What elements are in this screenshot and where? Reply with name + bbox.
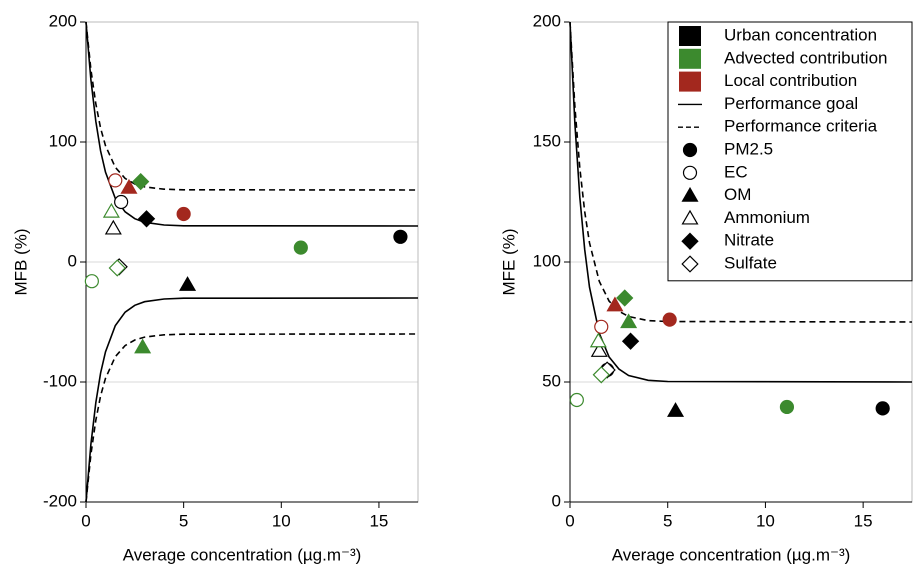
curve (569, 21, 913, 323)
legend-box (667, 21, 913, 282)
point (589, 332, 607, 348)
point (132, 172, 150, 191)
point (393, 229, 408, 244)
point (620, 313, 638, 329)
legend-label: Urban concentration (724, 25, 877, 44)
x-tick-label: 15 (854, 511, 873, 530)
point (108, 259, 126, 277)
point (104, 219, 122, 235)
point (120, 178, 138, 194)
y-tick-label: 50 (542, 371, 561, 390)
x-tick-label: 0 (565, 511, 574, 530)
y-tick-label: 150 (533, 131, 561, 150)
point (108, 173, 123, 188)
point (621, 332, 640, 350)
y-tick-label: -200 (43, 491, 77, 510)
legend-label: Local contribution (724, 71, 857, 90)
point (137, 210, 156, 228)
legend-swatch (679, 48, 701, 69)
curve (85, 21, 419, 227)
point (293, 240, 308, 255)
y-axis-label: MFE (%) (499, 228, 518, 295)
point (569, 392, 584, 408)
x-tick-label: 0 (81, 511, 90, 530)
point (592, 366, 610, 384)
point (179, 276, 197, 291)
y-tick-label: -100 (43, 371, 77, 390)
point (176, 206, 191, 222)
legend-label: Performance criteria (724, 117, 878, 136)
y-tick-label: 200 (533, 11, 561, 30)
legend-label: OM (724, 185, 751, 204)
point (616, 289, 634, 307)
x-axis-label: Average concentration (µg.m⁻³) (612, 545, 851, 564)
x-axis-label: Average concentration (µg.m⁻³) (123, 545, 362, 564)
x-tick-label: 5 (663, 511, 672, 530)
point (875, 401, 890, 416)
x-tick-label: 10 (756, 511, 775, 530)
legend-marker (681, 255, 699, 273)
x-tick-label: 10 (272, 511, 291, 530)
y-tick-label: 0 (68, 251, 77, 270)
point (114, 194, 129, 210)
point (134, 338, 152, 354)
point (662, 312, 677, 327)
point (779, 399, 795, 415)
legend-swatch (679, 71, 701, 92)
y-tick-label: 200 (49, 11, 77, 30)
legend-marker (681, 209, 699, 225)
point (590, 342, 608, 357)
y-tick-label: 100 (533, 251, 561, 270)
legend-marker (681, 232, 699, 250)
point (84, 274, 99, 289)
legend-label: Performance goal (724, 94, 858, 113)
y-tick-label: 100 (49, 131, 77, 150)
legend-marker (682, 165, 698, 180)
y-axis-label: MFB (%) (11, 228, 30, 295)
legend-swatch (679, 26, 701, 46)
legend-label: Sulfate (724, 253, 777, 272)
legend-label: EC (724, 162, 748, 181)
legend-marker (682, 142, 698, 158)
x-tick-label: 5 (179, 511, 188, 530)
point (667, 402, 685, 417)
x-tick-label: 15 (369, 511, 388, 530)
legend-label: PM2.5 (724, 139, 773, 158)
legend-label: Ammonium (724, 208, 810, 227)
curve (85, 21, 419, 191)
point (594, 319, 609, 334)
curve (85, 333, 419, 503)
legend-label: Advected contribution (724, 48, 888, 67)
point (102, 202, 120, 218)
y-tick-label: 0 (552, 491, 561, 510)
legend-marker (681, 186, 699, 202)
point (606, 296, 624, 312)
curve (85, 297, 419, 503)
legend-label: Nitrate (724, 231, 774, 250)
